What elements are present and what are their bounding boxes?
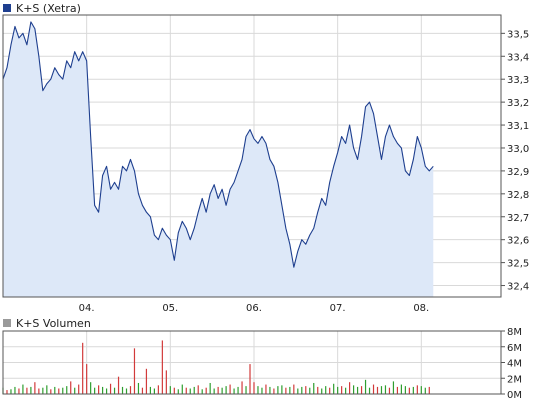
price-area — [3, 21, 434, 297]
price-y-tick-label: 32,6 — [507, 236, 529, 247]
volume-y-tick-label: 4M — [507, 359, 522, 370]
price-line — [2, 21, 434, 268]
volume-legend: K+S Volumen — [3, 316, 91, 330]
price-y-tick-label: 32,8 — [507, 190, 529, 201]
price-legend-label: K+S (Xetra) — [16, 1, 81, 15]
price-y-tick-label: 33,0 — [507, 144, 529, 155]
price-y-tick-label: 32,9 — [507, 167, 529, 178]
price-panel: 33,5 33,4 33,3 33,2 33,1 33,0 32,9 32,8 32,7 32,6… — [2, 14, 529, 314]
price-frame — [2, 14, 502, 298]
price-x-tick-label: 04. — [79, 303, 95, 314]
volume-y-tick-label: 6M — [507, 343, 522, 354]
price-y-tick-label: 33,1 — [507, 121, 529, 132]
volume-legend-swatch — [3, 319, 11, 327]
price-legend: K+S (Xetra) — [3, 1, 81, 15]
price-legend-swatch — [3, 4, 11, 12]
volume-panel: 8M 6M 4M 2M 0M — [2, 327, 522, 401]
price-y-tick-label: 32,4 — [507, 282, 529, 293]
price-y-tick-label: 33,2 — [507, 98, 529, 109]
price-y-tick-label: 33,3 — [507, 75, 529, 86]
volume-legend-label: K+S Volumen — [16, 316, 91, 330]
price-y-tick-label: 33,4 — [507, 52, 529, 63]
price-y-tick-label: 33,5 — [507, 29, 529, 40]
price-x-tick-label: 06. — [246, 303, 262, 314]
volume-y-tick-label: 8M — [507, 327, 522, 338]
price-y-tick-label: 32,7 — [507, 213, 529, 224]
price-y-tick-label: 32,5 — [507, 259, 529, 270]
price-x-tick-label: 05. — [162, 303, 178, 314]
volume-frame — [2, 330, 502, 395]
volume-y-tick-label: 2M — [507, 374, 522, 385]
price-x-tick-label: 07. — [330, 303, 346, 314]
volume-y-tick-label: 0M — [507, 390, 522, 401]
price-x-tick-label: 08. — [413, 303, 429, 314]
